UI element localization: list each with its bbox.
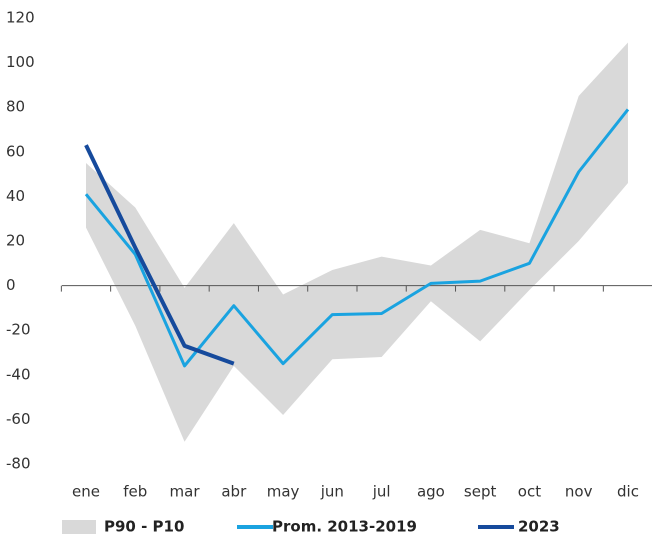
x-tick-label: feb <box>123 483 147 501</box>
y-tick-label: -20 <box>6 321 31 339</box>
line <box>84 108 630 368</box>
y-tick-label: -60 <box>6 410 31 428</box>
line <box>84 144 235 366</box>
x-tick-label: jun <box>320 483 344 501</box>
x-tick-label: ago <box>417 483 445 501</box>
x-tick-label: may <box>267 483 300 501</box>
y-tick-label: 120 <box>6 9 35 27</box>
y-tick-label: 20 <box>6 232 25 250</box>
legend-label: P90 - P10 <box>104 518 184 536</box>
legend-label: 2023 <box>518 518 560 536</box>
x-tick-label: nov <box>565 483 593 501</box>
y-tick-label: 60 <box>6 142 25 160</box>
x-tick-label: jul <box>372 483 391 501</box>
legend-label: Prom. 2013-2019 <box>272 518 417 536</box>
x-tick-label: mar <box>170 483 201 501</box>
x-tick-label: abr <box>221 483 247 501</box>
band <box>86 42 628 442</box>
x-tick-label: oct <box>518 483 541 501</box>
x-tick-label: sept <box>464 483 497 501</box>
y-tick-label: -80 <box>6 455 31 473</box>
y-tick-label: 80 <box>6 98 25 116</box>
x-tick-label: ene <box>72 483 100 501</box>
y-tick-label: 100 <box>6 53 35 71</box>
y-tick-label: 0 <box>6 276 16 294</box>
legend-swatch <box>62 520 96 534</box>
x-tick-label: dic <box>617 483 639 501</box>
y-tick-label: 40 <box>6 187 25 205</box>
y-tick-label: -40 <box>6 365 31 383</box>
